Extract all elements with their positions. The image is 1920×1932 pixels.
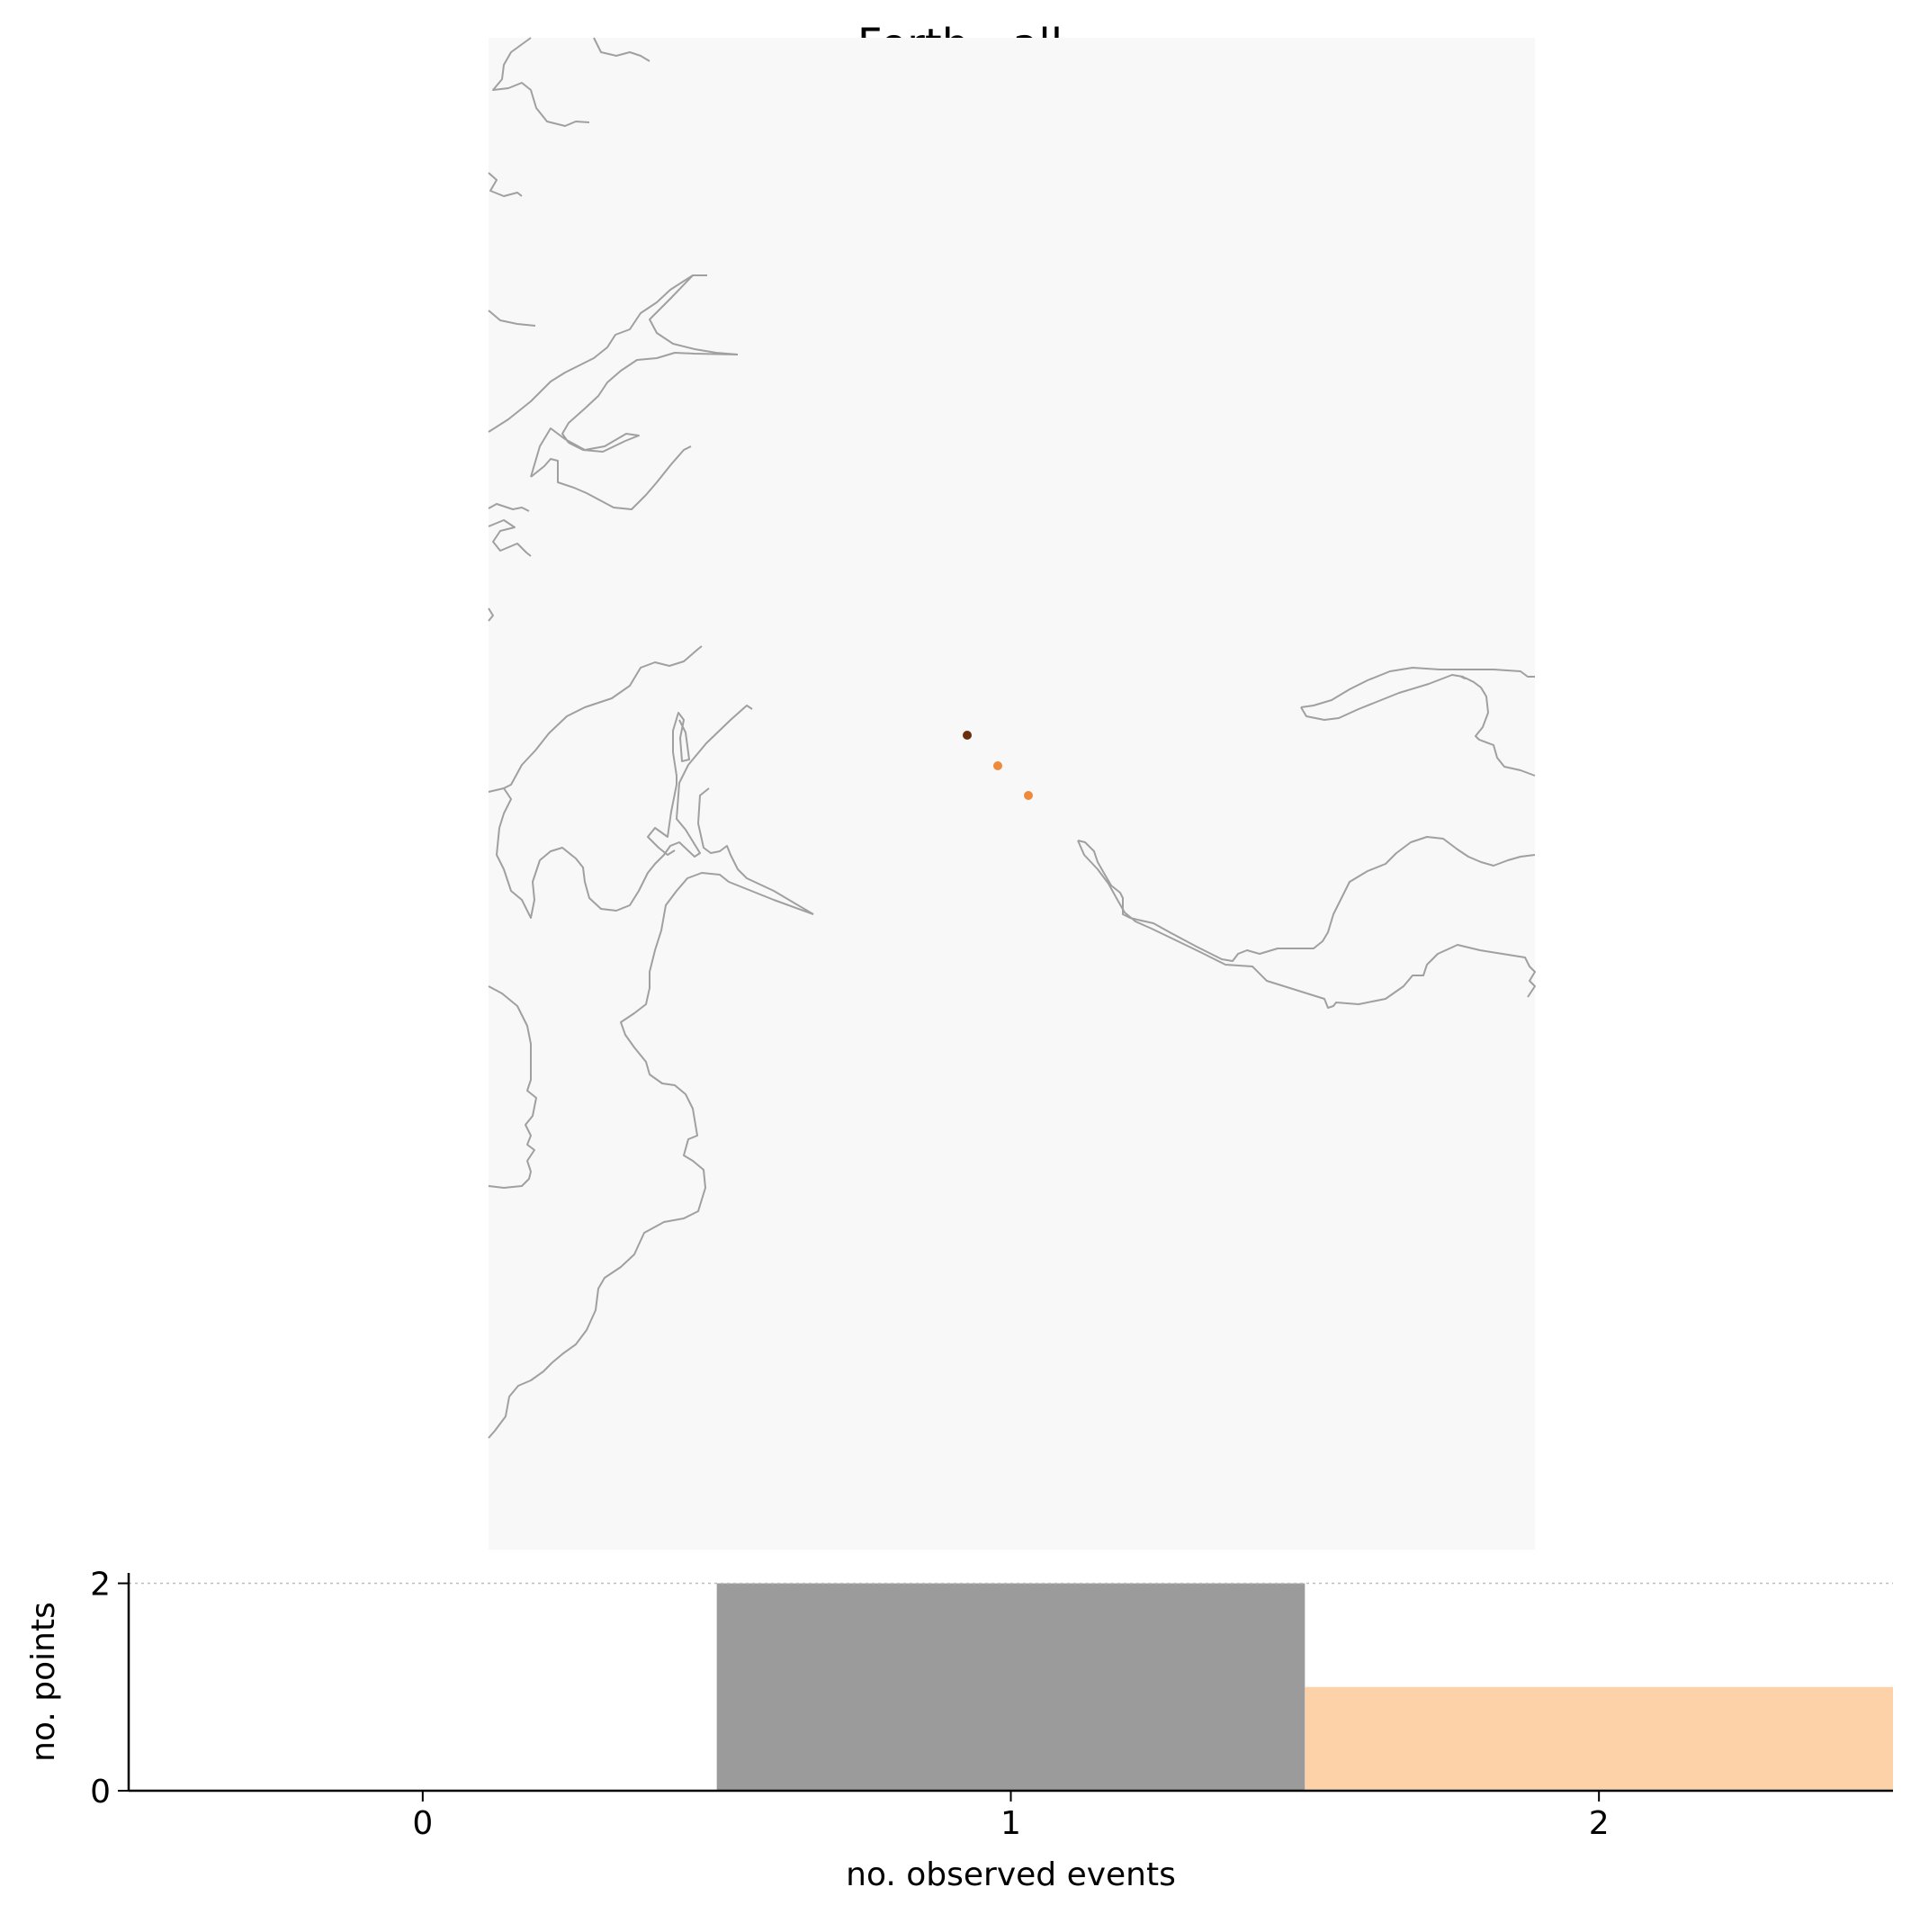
x-axis-label: no. observed events <box>846 1856 1176 1893</box>
y-tick-label: 0 <box>90 1774 111 1811</box>
y-tick-label: 2 <box>90 1567 111 1604</box>
coastline-loch-2 <box>649 274 739 355</box>
coastline-forth-south-lower <box>1077 840 1536 1009</box>
coastline-west-notch <box>488 607 494 622</box>
coastline-clyde-south <box>488 872 814 1439</box>
coastline-forth-north-top <box>1300 667 1535 708</box>
coastline-arran-approach <box>488 985 537 1189</box>
coastline-clyde-loch <box>496 705 753 919</box>
coastline-clyde-north <box>488 645 703 793</box>
coastline-forth-south <box>1077 836 1536 962</box>
coastline-loch-long <box>697 787 814 915</box>
histogram-bar-2 <box>1305 1686 1893 1791</box>
coastline-clyde-east <box>647 712 690 856</box>
x-tick-label: 1 <box>1000 1805 1021 1842</box>
coastline-small-west-2 <box>488 503 532 557</box>
map-point <box>1024 791 1033 800</box>
coastline-loch-1 <box>488 274 707 433</box>
x-tick-label: 2 <box>1589 1805 1610 1842</box>
map-points <box>963 731 1033 800</box>
coastline-forth-north <box>1300 674 1536 777</box>
map-background <box>489 38 1535 1550</box>
coastline <box>488 37 1536 1439</box>
y-axis-label: no. points <box>25 1602 62 1762</box>
map-point <box>963 731 972 740</box>
coastline-north-inlet <box>593 37 650 62</box>
histogram-bars <box>716 1583 1893 1791</box>
coastline-loch-2b <box>561 352 739 444</box>
x-ticks: 0 1 2 <box>412 1791 1610 1842</box>
map-point <box>993 761 1002 770</box>
coastline-northwest <box>492 37 590 127</box>
coastline-loch-4 <box>530 445 692 510</box>
y-ticks: 02 <box>90 1567 129 1811</box>
map-panel: Forth - all <box>488 20 1536 1550</box>
histogram-bar-1 <box>716 1583 1305 1791</box>
x-tick-label: 0 <box>412 1805 433 1842</box>
coastline-small-west-1 <box>488 172 523 197</box>
coastline-loch-3 <box>530 427 640 478</box>
